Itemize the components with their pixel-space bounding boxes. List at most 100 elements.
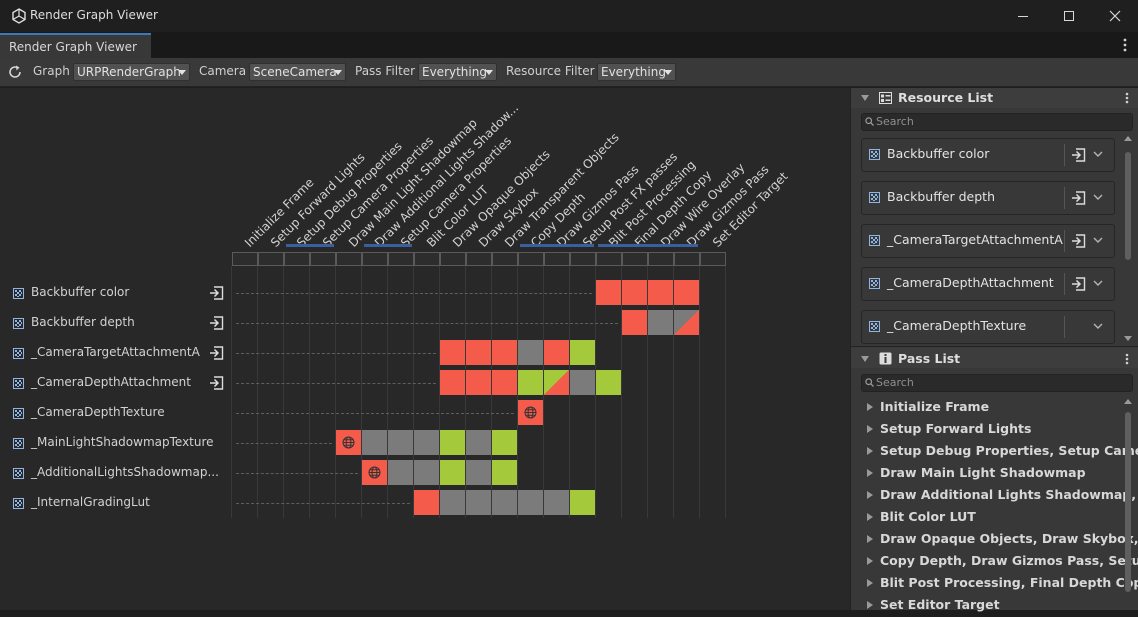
resource-usage-cell[interactable] (570, 340, 595, 365)
close-button[interactable] (1092, 0, 1138, 32)
scroll-up-icon[interactable] (1124, 136, 1132, 141)
resource-usage-cell[interactable] (570, 370, 595, 395)
resource-usage-cell[interactable] (466, 490, 491, 515)
camera-dropdown[interactable]: SceneCamera (249, 63, 346, 81)
pass-header-box[interactable] (570, 252, 596, 266)
pass-header-box[interactable] (674, 252, 700, 266)
resource-list-scrollbar[interactable] (1125, 152, 1131, 260)
resource-usage-cell[interactable] (674, 280, 699, 305)
resource-usage-cell[interactable] (544, 340, 569, 365)
tab-render-graph-viewer[interactable]: Render Graph Viewer (0, 33, 151, 58)
pass-list-scrollbar[interactable] (1125, 412, 1131, 592)
resource-usage-cell[interactable] (440, 370, 465, 395)
pass-header-box[interactable] (648, 252, 674, 266)
pass-header-box[interactable] (310, 252, 336, 266)
resource-usage-cell[interactable] (440, 340, 465, 365)
resource-usage-cell[interactable] (518, 340, 543, 365)
resource-usage-cell[interactable] (648, 280, 673, 305)
resource-usage-cell[interactable] (622, 310, 647, 335)
resource-usage-cell[interactable] (518, 490, 543, 515)
resource-usage-cell[interactable] (648, 310, 673, 335)
resource-row-label[interactable]: Backbuffer depth (31, 315, 135, 329)
more-options-icon[interactable] (1118, 36, 1132, 54)
resource-usage-cell[interactable] (492, 490, 517, 515)
expand-arrow-icon[interactable] (867, 469, 873, 477)
resource-usage-cell[interactable] (388, 460, 413, 485)
chevron-down-icon[interactable] (1093, 280, 1103, 287)
chevron-down-icon[interactable] (1093, 323, 1103, 330)
resource-filter-dropdown[interactable]: Everything (597, 63, 676, 81)
resource-usage-cell[interactable] (414, 430, 439, 455)
resource-usage-cell[interactable] (492, 460, 517, 485)
pass-header-box[interactable] (492, 252, 518, 266)
resource-row-label[interactable]: _CameraDepthTexture (31, 405, 165, 419)
graph-dropdown[interactable]: URPRenderGraph (73, 63, 190, 81)
expand-arrow-icon[interactable] (867, 425, 873, 433)
pass-filter-dropdown[interactable]: Everything (418, 63, 497, 81)
resource-row-label[interactable]: _InternalGradingLut (31, 495, 150, 509)
resource-usage-cell[interactable] (388, 430, 413, 455)
resource-usage-cell[interactable] (674, 310, 699, 335)
expand-arrow-icon[interactable] (867, 601, 873, 609)
resource-row-label[interactable]: _CameraDepthAttachment (31, 375, 191, 389)
resource-usage-cell[interactable] (544, 490, 569, 515)
resource-row-label[interactable]: _CameraTargetAttachmentA (31, 345, 200, 359)
resource-list-item[interactable] (861, 310, 1115, 344)
resource-usage-cell[interactable] (518, 400, 543, 425)
pass-list-header[interactable] (851, 348, 1138, 368)
minimize-button[interactable] (1000, 0, 1046, 32)
pass-header-box[interactable] (440, 252, 466, 266)
resource-usage-cell[interactable] (544, 370, 569, 395)
pass-header-box[interactable] (518, 252, 544, 266)
pass-header-box[interactable] (544, 252, 570, 266)
chevron-down-icon[interactable] (1093, 151, 1103, 158)
resource-usage-cell[interactable] (362, 460, 387, 485)
pass-header-box[interactable] (466, 252, 492, 266)
resource-row-label[interactable]: _MainLightShadowmapTexture (31, 435, 214, 449)
pass-header-box[interactable] (388, 252, 414, 266)
pass-header-box[interactable] (622, 252, 648, 266)
resource-search-input[interactable]: Search (861, 113, 1133, 131)
expand-arrow-icon[interactable] (867, 491, 873, 499)
collapse-arrow-icon[interactable] (861, 356, 869, 362)
resource-usage-cell[interactable] (414, 460, 439, 485)
pass-header-box[interactable] (232, 252, 258, 266)
pass-header-box[interactable] (414, 252, 440, 266)
resource-usage-cell[interactable] (492, 430, 517, 455)
pass-search-input[interactable]: Search (861, 374, 1133, 392)
resource-usage-cell[interactable] (492, 340, 517, 365)
resource-list-menu-icon[interactable] (1122, 91, 1132, 105)
resource-usage-cell[interactable] (336, 430, 361, 455)
scroll-up-icon[interactable] (1124, 399, 1132, 404)
scroll-down-icon[interactable] (1124, 336, 1132, 341)
resource-usage-cell[interactable] (362, 430, 387, 455)
resource-usage-cell[interactable] (570, 490, 595, 515)
resource-usage-cell[interactable] (518, 370, 543, 395)
expand-arrow-icon[interactable] (867, 403, 873, 411)
resource-row-label[interactable]: _AdditionalLightsShadowmap... (31, 465, 219, 479)
refresh-icon[interactable] (7, 64, 23, 80)
chevron-down-icon[interactable] (1093, 237, 1103, 244)
pass-header-box[interactable] (700, 252, 726, 266)
resource-usage-cell[interactable] (440, 490, 465, 515)
expand-arrow-icon[interactable] (867, 513, 873, 521)
resource-usage-cell[interactable] (596, 280, 621, 305)
pass-list-menu-icon[interactable] (1122, 352, 1132, 366)
pass-header-box[interactable] (258, 252, 284, 266)
resource-usage-cell[interactable] (466, 340, 491, 365)
resource-usage-cell[interactable] (596, 370, 621, 395)
resource-list-header[interactable] (851, 88, 1138, 108)
pass-header-box[interactable] (596, 252, 622, 266)
resource-usage-cell[interactable] (414, 490, 439, 515)
pass-header-box[interactable] (362, 252, 388, 266)
resource-usage-cell[interactable] (466, 460, 491, 485)
resource-usage-cell[interactable] (440, 460, 465, 485)
pass-header-box[interactable] (284, 252, 310, 266)
resource-usage-cell[interactable] (492, 370, 517, 395)
expand-arrow-icon[interactable] (867, 447, 873, 455)
collapse-arrow-icon[interactable] (861, 95, 869, 101)
expand-arrow-icon[interactable] (867, 579, 873, 587)
pass-header-box[interactable] (336, 252, 362, 266)
resource-usage-cell[interactable] (440, 430, 465, 455)
maximize-button[interactable] (1046, 0, 1092, 32)
